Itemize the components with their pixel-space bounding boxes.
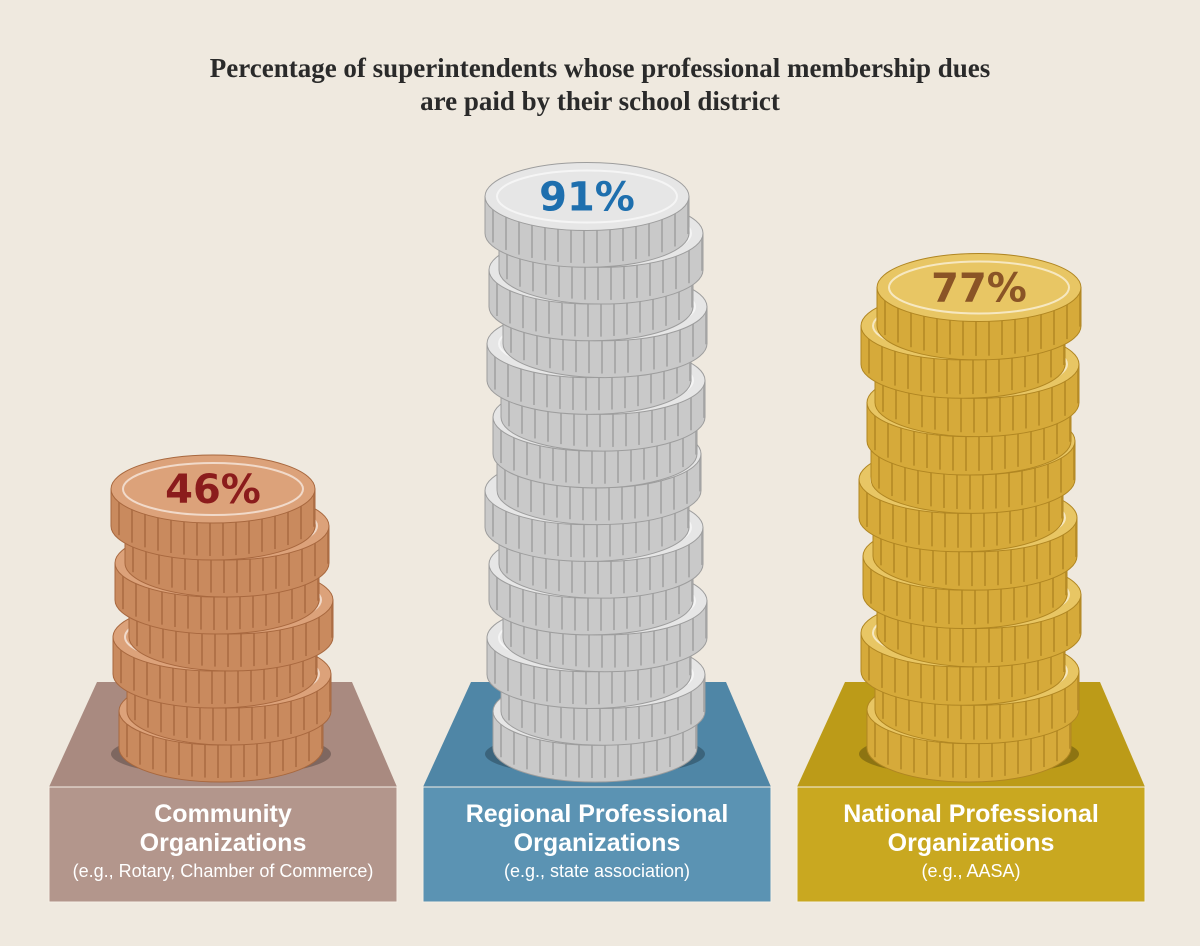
pedestal-front [796, 786, 1146, 903]
category-label: Regional Professional [465, 800, 729, 828]
category-label: Community [154, 800, 292, 828]
label-national: National Professional Organizations (e.g… [797, 800, 1145, 884]
category-label: Organizations [513, 829, 681, 857]
label-regional: Regional Professional Organizations (e.g… [423, 800, 771, 884]
chart-title-line-1: Percentage of superintendents whose prof… [209, 53, 991, 83]
coin: 46% [110, 454, 316, 561]
coin: 91% [484, 162, 690, 268]
chart-title: Percentage of superintendents whose prof… [0, 52, 1200, 118]
chart-title-line-2: are paid by their school district [420, 86, 780, 116]
label-community: Community Organizations (e.g., Rotary, C… [49, 800, 397, 884]
category-example: (e.g., state association) [503, 861, 691, 881]
category-label: Organizations [139, 829, 307, 857]
value-label: 91% [539, 175, 635, 221]
category-example: (e.g., Rotary, Chamber of Commerce) [72, 861, 374, 881]
value-label: 77% [931, 266, 1027, 312]
pedestal-front [422, 786, 772, 903]
pedestal-front [48, 786, 398, 903]
category-label: National Professional [843, 800, 1099, 828]
category-example: (e.g., AASA) [921, 861, 1021, 881]
category-label: Organizations [887, 829, 1055, 857]
value-label: 46% [165, 467, 261, 513]
coin: 77% [876, 253, 1082, 361]
